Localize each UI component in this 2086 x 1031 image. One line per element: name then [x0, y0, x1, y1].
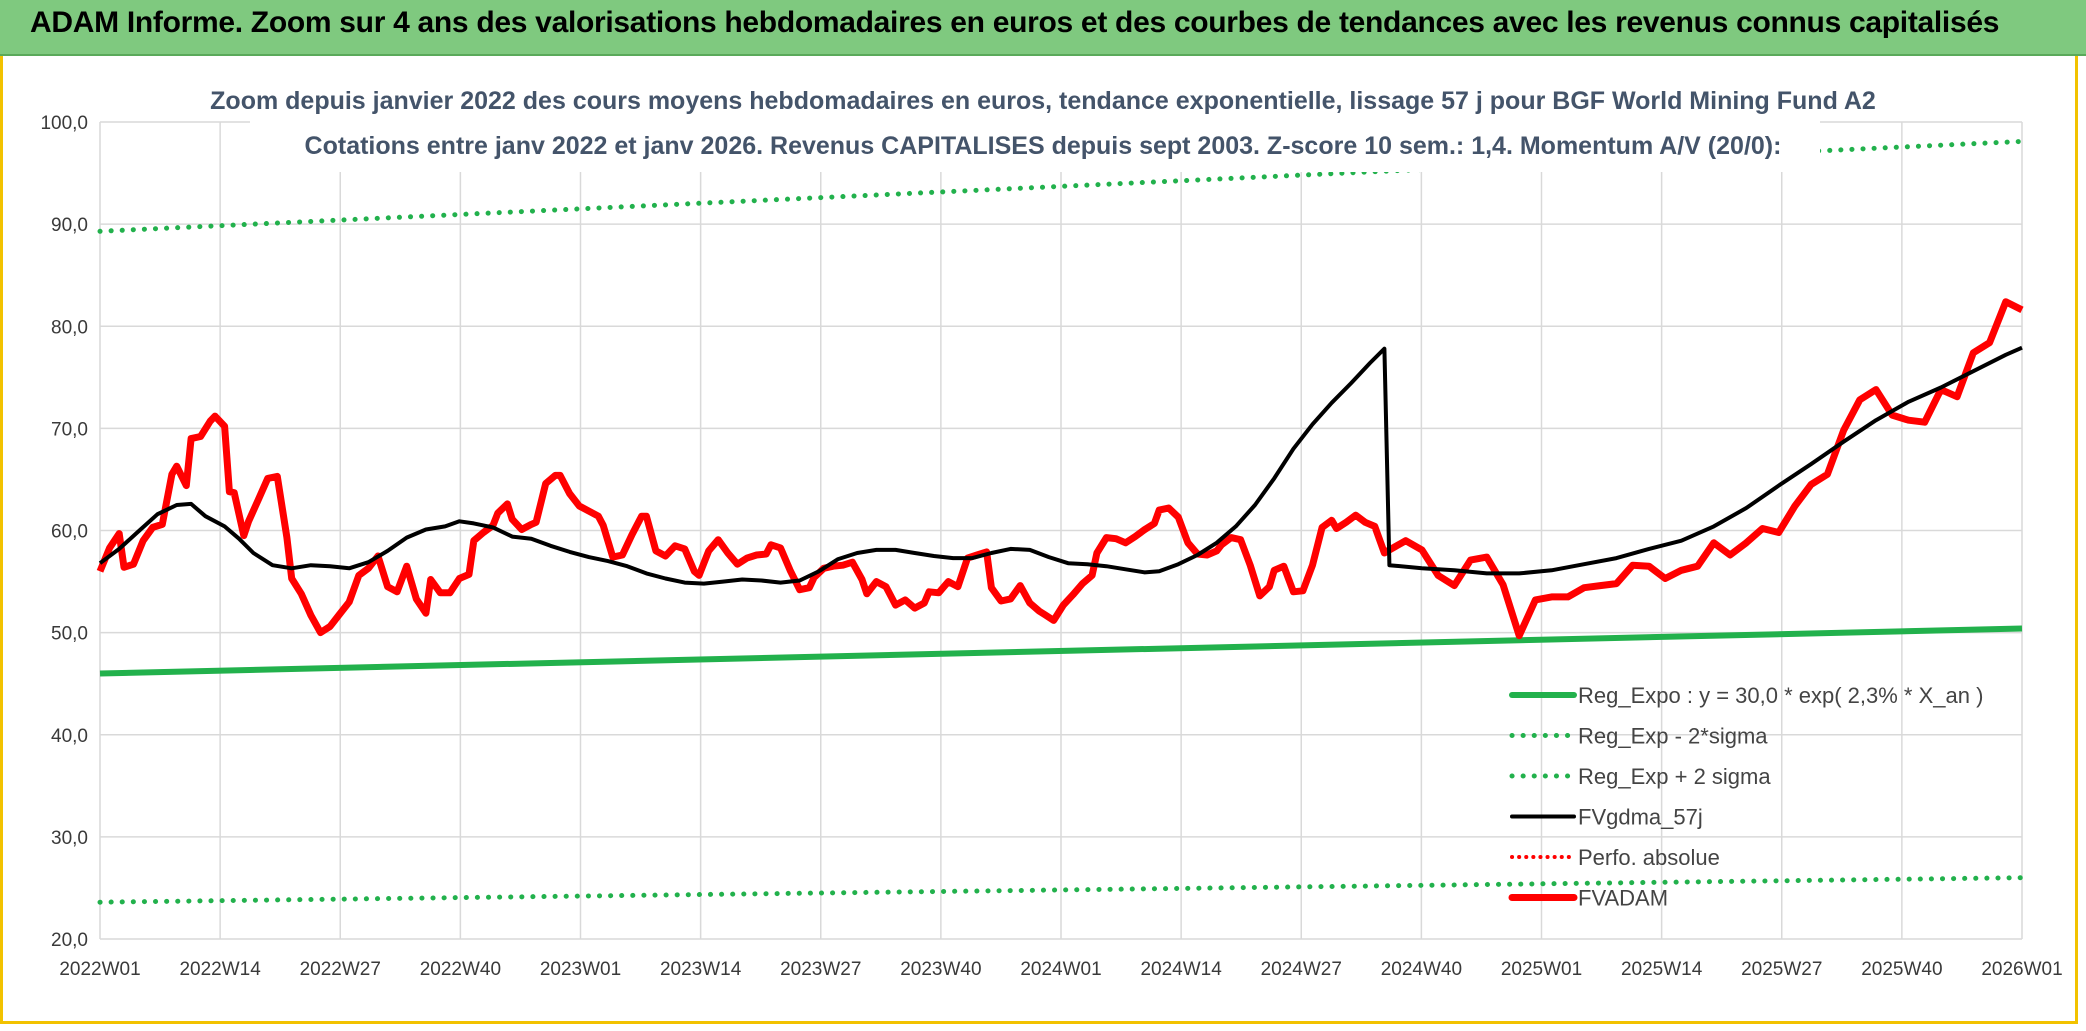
x-axis: 2022W01 2022W14 2022W27 2022W40 2023W01 2023W… — [59, 959, 2062, 980]
x-tick-label: 2024W27 — [1261, 959, 1342, 980]
y-tick-label: 90,0 — [51, 215, 88, 236]
y-tick-label: 50,0 — [51, 624, 88, 645]
x-tick-label: 2022W40 — [420, 959, 501, 980]
legend: Reg_Expo : y = 30,0 * exp( 2,3% * X_an )… — [1508, 683, 1983, 911]
legend-label: Reg_Expo : y = 30,0 * exp( 2,3% * X_an ) — [1578, 683, 1983, 708]
reg-exp-plus-2-sigma-line — [97, 138, 2025, 234]
x-tick-label: 2024W40 — [1381, 959, 1462, 980]
x-tick-label: 2023W27 — [780, 959, 861, 980]
page-title: ADAM Informe. Zoom sur 4 ans des valoris… — [30, 6, 2000, 39]
series-layer — [96, 138, 2025, 905]
header-bar: ADAM Informe. Zoom sur 4 ans des valoris… — [0, 0, 2086, 56]
grid — [99, 121, 2023, 940]
x-tick-label: 2023W40 — [900, 959, 981, 980]
legend-label: Reg_Exp + 2 sigma — [1578, 764, 1771, 789]
x-tick-label: 2025W27 — [1741, 959, 1822, 980]
x-tick-label: 2025W01 — [1501, 959, 1582, 980]
y-axis: 20,0 30,0 40,0 50,0 60,0 70,0 80,0 90,0 100,0 — [40, 113, 88, 951]
legend-label: FVgdma_57j — [1578, 805, 1703, 830]
legend-label: Perfo. absolue — [1578, 845, 1720, 870]
fvadam-line — [96, 298, 2024, 640]
y-tick-label: 70,0 — [51, 419, 88, 440]
chart-title: Zoom depuis janvier 2022 des cours moyen… — [210, 87, 1876, 115]
x-tick-label: 2023W01 — [540, 959, 621, 980]
x-tick-label: 2026W01 — [1981, 959, 2062, 980]
y-tick-label: 80,0 — [51, 317, 88, 338]
title-background — [250, 78, 1820, 172]
y-tick-label: 20,0 — [51, 930, 88, 951]
x-tick-label: 2023W14 — [660, 959, 742, 980]
x-tick-label: 2025W40 — [1861, 959, 1942, 980]
x-tick-label: 2024W01 — [1020, 959, 1101, 980]
legend-label: Reg_Exp - 2*sigma — [1578, 724, 1768, 749]
x-tick-label: 2022W01 — [59, 959, 140, 980]
x-tick-label: 2022W27 — [300, 959, 381, 980]
y-tick-label: 30,0 — [51, 828, 88, 849]
y-tick-label: 60,0 — [51, 522, 88, 543]
y-tick-label: 40,0 — [51, 726, 88, 747]
fvgdma-57j-line — [98, 345, 2023, 586]
chart-subtitle: Cotations entre janv 2022 et janv 2026. … — [305, 132, 1782, 160]
chart-frame — [0, 56, 2078, 1024]
legend-label: FVADAM — [1578, 886, 1668, 911]
reg-exp-minus-2-sigma-line — [97, 875, 2025, 905]
reg-expo-line — [99, 625, 2023, 677]
y-tick-label: 100,0 — [40, 113, 88, 134]
x-tick-label: 2024W14 — [1140, 959, 1222, 980]
x-tick-label: 2022W14 — [179, 959, 261, 980]
x-tick-label: 2025W14 — [1621, 959, 1703, 980]
